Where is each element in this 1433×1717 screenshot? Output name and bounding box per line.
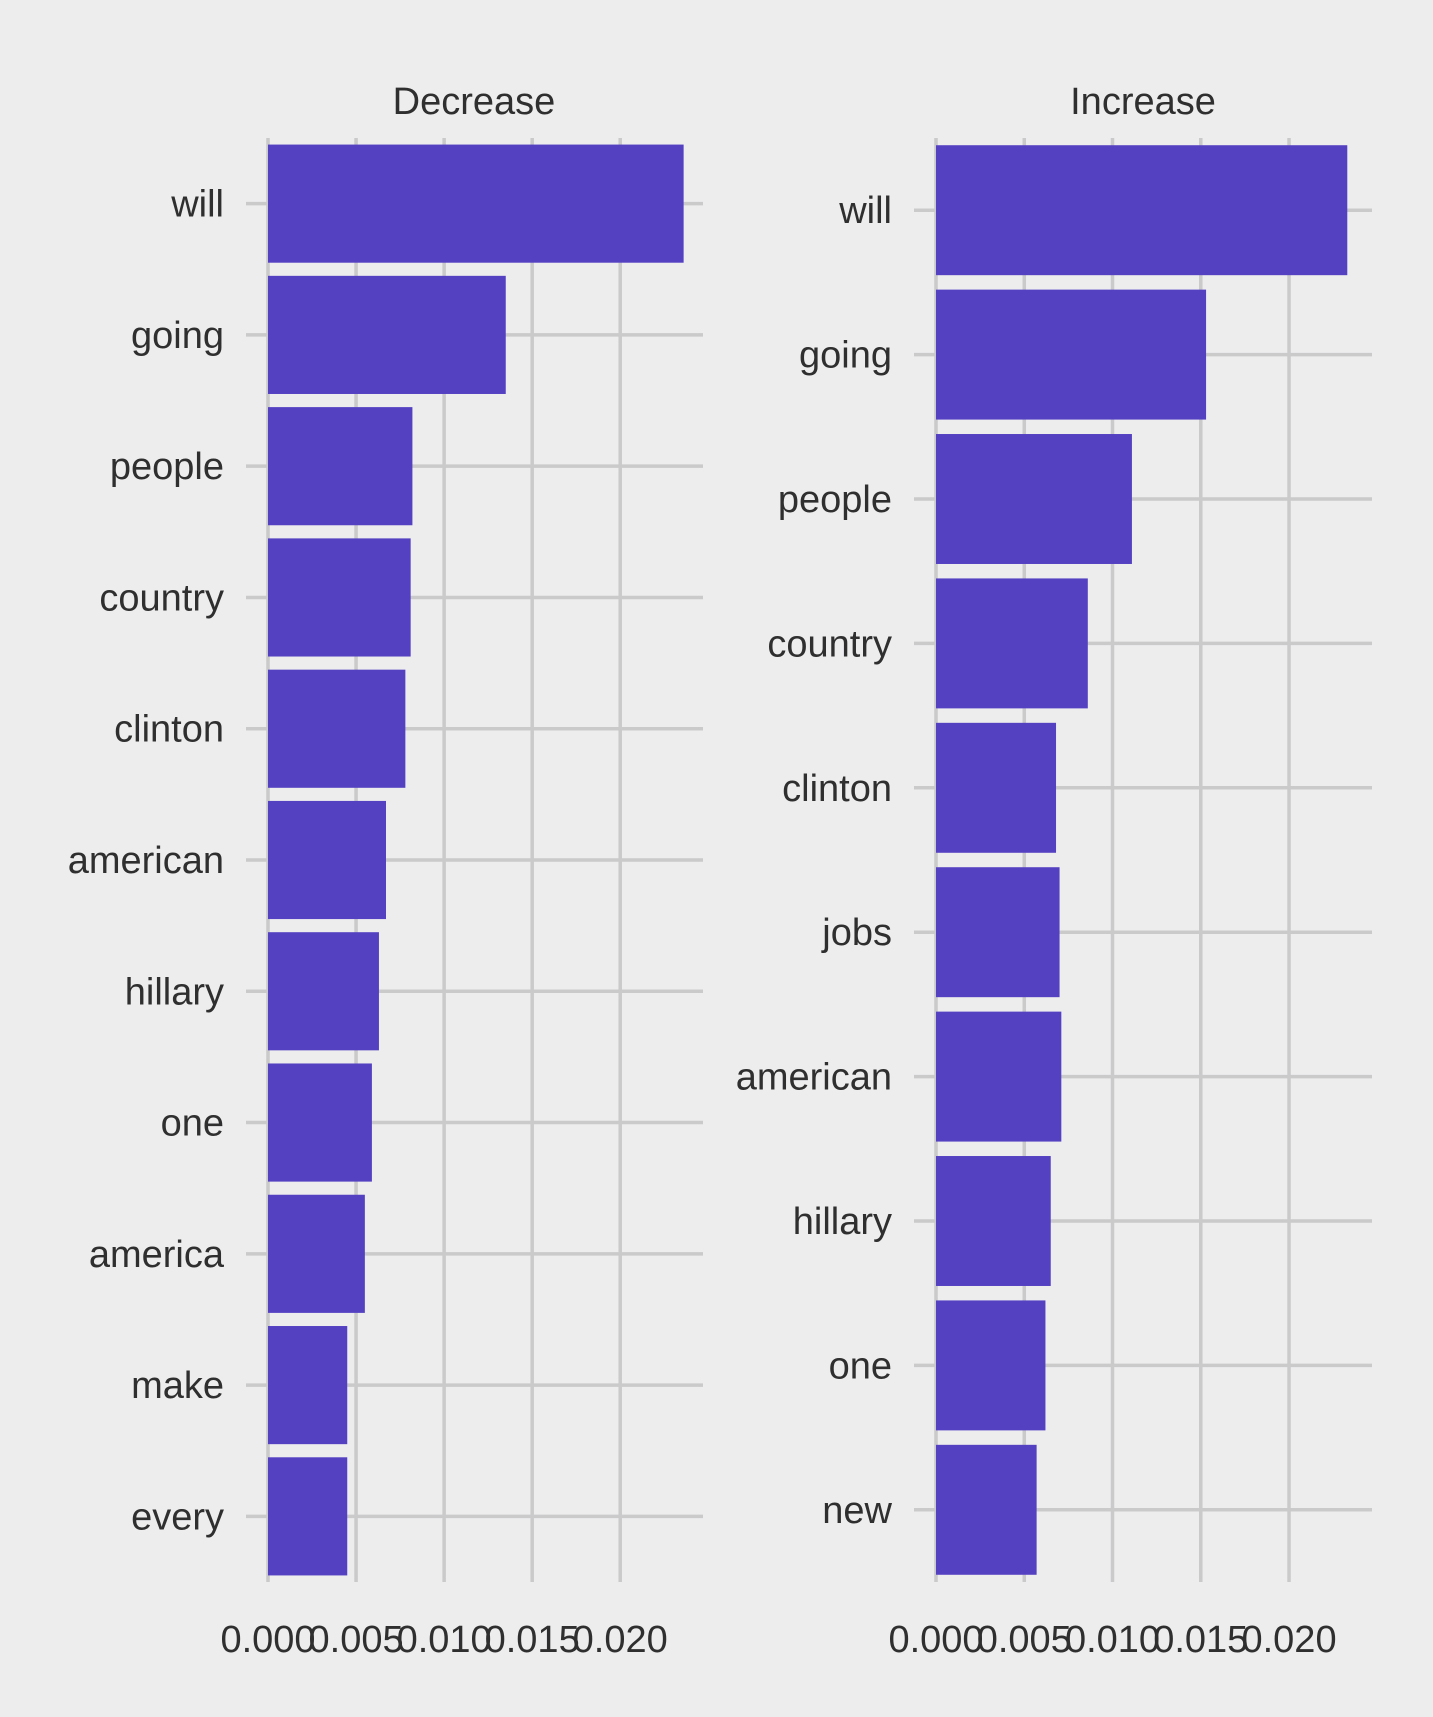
category-label: every (131, 1496, 224, 1538)
x-tick-label: 0.015 (485, 1619, 580, 1661)
x-tick-label: 0.000 (220, 1619, 315, 1661)
bar (936, 1300, 1046, 1431)
panel-title: Decrease (393, 81, 556, 123)
bar (268, 1457, 348, 1576)
bar (936, 1156, 1051, 1286)
category-label: going (131, 315, 224, 357)
category-label: will (838, 190, 892, 232)
category-label: hillary (793, 1201, 892, 1243)
x-tick-label: 0.005 (977, 1619, 1072, 1661)
bar (268, 1063, 372, 1182)
category-label: new (822, 1490, 892, 1532)
bar (268, 144, 684, 263)
bar (936, 434, 1132, 564)
category-label: america (89, 1234, 225, 1276)
bar (268, 1194, 365, 1313)
bar (936, 867, 1060, 998)
bar (936, 578, 1088, 709)
category-label: country (99, 577, 224, 619)
bar (268, 407, 413, 526)
bar (936, 145, 1348, 276)
category-label: american (736, 1057, 892, 1099)
category-label: make (131, 1365, 224, 1407)
bar (936, 1011, 1062, 1142)
category-label: will (170, 184, 224, 226)
x-tick-label: 0.005 (309, 1619, 404, 1661)
category-label: hillary (125, 971, 224, 1013)
category-label: people (110, 446, 224, 488)
bar (936, 289, 1207, 420)
category-label: clinton (782, 768, 892, 810)
bar (268, 275, 506, 394)
bar (936, 1444, 1037, 1575)
category-label: one (829, 1345, 892, 1387)
x-tick-label: 0.020 (1241, 1619, 1336, 1661)
bar (268, 1326, 348, 1445)
x-tick-label: 0.000 (888, 1619, 983, 1661)
bar (268, 800, 386, 920)
bar (936, 722, 1057, 853)
category-label: jobs (821, 912, 892, 954)
category-label: going (799, 335, 892, 377)
x-tick-label: 0.020 (573, 1619, 668, 1661)
bar (268, 538, 411, 657)
x-tick-label: 0.010 (397, 1619, 492, 1661)
x-tick-label: 0.010 (1065, 1619, 1160, 1661)
bar (268, 669, 406, 788)
category-label: one (161, 1103, 224, 1145)
x-tick-label: 0.015 (1153, 1619, 1248, 1661)
bar (268, 932, 379, 1051)
category-label: country (767, 623, 892, 665)
category-label: clinton (114, 709, 224, 751)
panel-title: Increase (1070, 81, 1216, 123)
category-label: people (778, 479, 892, 521)
category-label: american (68, 840, 224, 882)
